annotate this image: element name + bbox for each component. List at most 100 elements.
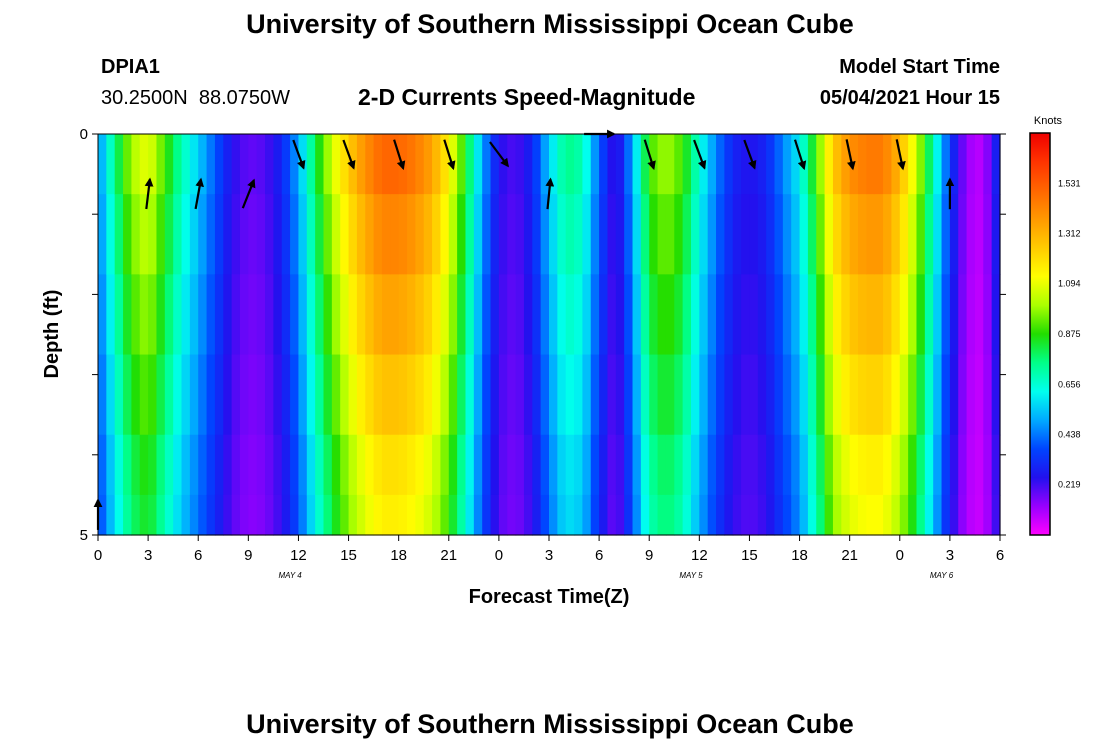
heatmap-cell bbox=[949, 134, 959, 195]
date-label: MAY 5 bbox=[679, 571, 703, 580]
heatmap-cell bbox=[991, 194, 1001, 275]
heatmap-cell bbox=[373, 274, 383, 356]
heatmap-cell bbox=[699, 274, 709, 356]
y-tick-label: 5 bbox=[80, 527, 88, 544]
heatmap-cell bbox=[774, 494, 784, 536]
heatmap-cell bbox=[315, 194, 325, 275]
heatmap-cell bbox=[139, 194, 149, 275]
heatmap-cell bbox=[490, 434, 500, 496]
heatmap-cell bbox=[732, 274, 742, 356]
heatmap-cell bbox=[231, 134, 241, 195]
heatmap-cell bbox=[841, 494, 851, 536]
heatmap-cell bbox=[899, 434, 909, 496]
heatmap-cell bbox=[273, 274, 283, 356]
heatmap-cell bbox=[131, 194, 141, 275]
heatmap-cell bbox=[540, 494, 550, 536]
heatmap-cell bbox=[858, 354, 867, 436]
heatmap-cell bbox=[974, 494, 984, 536]
heatmap-cell bbox=[941, 434, 951, 496]
heatmap-cell bbox=[507, 494, 517, 536]
heatmap-cell bbox=[574, 354, 584, 436]
heatmap-cell bbox=[340, 354, 350, 436]
heatmap-cell bbox=[690, 134, 700, 195]
colorbar-tick-label: 0.875 bbox=[1058, 329, 1081, 339]
heatmap-cell bbox=[356, 274, 366, 356]
heatmap-cell bbox=[265, 274, 274, 356]
heatmap-cell bbox=[766, 354, 776, 436]
heatmap-cell bbox=[816, 274, 826, 356]
heatmap-cell bbox=[791, 434, 801, 496]
heatmap-cell bbox=[373, 134, 383, 195]
colorbar-tick-label: 1.531 bbox=[1058, 178, 1081, 188]
heatmap-cell bbox=[674, 194, 684, 275]
heatmap-cell bbox=[707, 354, 717, 436]
x-tick-label: 6 bbox=[194, 547, 202, 564]
heatmap-cell bbox=[565, 354, 575, 436]
heatmap-cell bbox=[766, 494, 776, 536]
x-tick-label: 21 bbox=[841, 547, 858, 564]
heatmap-cell bbox=[799, 434, 809, 496]
heatmap-cell bbox=[782, 134, 792, 195]
heatmap-cell bbox=[482, 134, 492, 195]
heatmap-cell bbox=[532, 494, 542, 536]
heatmap-cell bbox=[665, 434, 675, 496]
heatmap-cell bbox=[440, 354, 450, 436]
heatmap-cell bbox=[966, 494, 976, 536]
x-tick-label: 12 bbox=[290, 547, 307, 564]
heatmap-cell bbox=[507, 274, 517, 356]
heatmap-cell bbox=[114, 434, 124, 496]
heatmap-cell bbox=[323, 134, 333, 195]
colorbar-tick-label: 1.312 bbox=[1058, 229, 1081, 239]
heatmap-cell bbox=[916, 194, 926, 275]
heatmap-cell bbox=[532, 134, 542, 195]
heatmap-cell bbox=[523, 434, 533, 496]
heatmap-cell bbox=[457, 494, 467, 536]
heatmap-cell bbox=[457, 274, 467, 356]
heatmap-cell bbox=[816, 134, 826, 195]
heatmap-cell bbox=[649, 354, 659, 436]
current-vector bbox=[443, 139, 456, 171]
colorbar-tick-label: 0.656 bbox=[1058, 379, 1081, 389]
heatmap-cell bbox=[415, 194, 425, 275]
heatmap-cell bbox=[98, 274, 107, 356]
heatmap-cell bbox=[239, 274, 249, 356]
heatmap-cell bbox=[849, 354, 859, 436]
y-tick-label: 0 bbox=[80, 126, 88, 143]
heatmap-cell bbox=[173, 494, 183, 536]
heatmap-cell bbox=[148, 274, 158, 356]
top-title: University of Southern Mississippi Ocean… bbox=[246, 9, 854, 39]
heatmap-cell bbox=[690, 354, 700, 436]
heatmap-cell bbox=[281, 134, 291, 195]
heatmap-cell bbox=[473, 434, 483, 496]
heatmap-cell bbox=[482, 494, 492, 536]
heatmap-cell bbox=[398, 134, 408, 195]
heatmap-cell bbox=[807, 274, 817, 356]
heatmap-cell bbox=[891, 354, 901, 436]
heatmap-cell bbox=[908, 434, 918, 496]
heatmap-cell bbox=[148, 194, 158, 275]
heatmap-cell bbox=[223, 354, 233, 436]
heatmap-cell bbox=[323, 274, 333, 356]
heatmap-cell bbox=[732, 494, 742, 536]
heatmap-cell bbox=[490, 274, 500, 356]
station-coordinates: 30.2500N 88.0750W bbox=[101, 87, 291, 109]
heatmap-cell bbox=[916, 354, 926, 436]
heatmap-cell bbox=[356, 194, 366, 275]
heatmap-cell bbox=[782, 434, 792, 496]
heatmap-cell bbox=[958, 274, 968, 356]
heatmap-cell bbox=[958, 494, 968, 536]
heatmap-cell bbox=[624, 134, 634, 195]
heatmap-cell bbox=[624, 194, 634, 275]
heatmap-cell bbox=[874, 494, 884, 536]
heatmap-cell bbox=[858, 134, 867, 195]
heatmap-cell bbox=[315, 354, 325, 436]
heatmap-cell bbox=[624, 434, 634, 496]
heatmap-cell bbox=[515, 434, 525, 496]
heatmap-cell bbox=[256, 274, 266, 356]
heatmap-cell bbox=[515, 494, 525, 536]
colorbar-tick-label: 0.438 bbox=[1058, 429, 1081, 439]
heatmap-cell bbox=[832, 434, 842, 496]
heatmap-cell bbox=[156, 434, 166, 496]
heatmap-cell bbox=[381, 354, 391, 436]
heatmap-cell bbox=[281, 354, 291, 436]
